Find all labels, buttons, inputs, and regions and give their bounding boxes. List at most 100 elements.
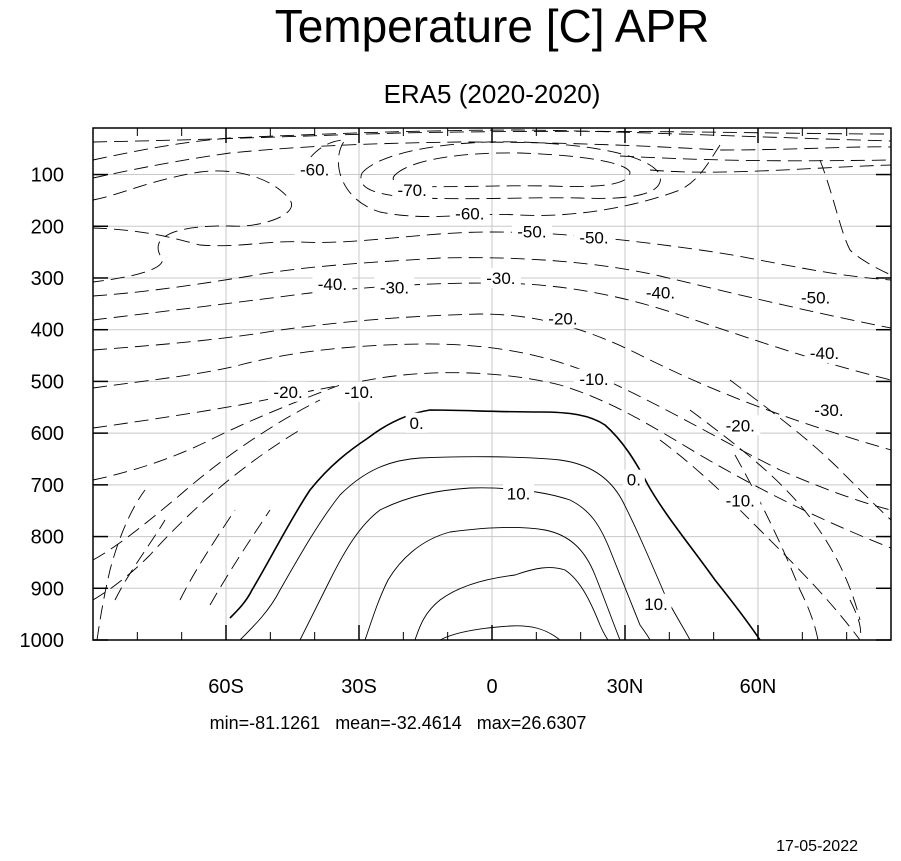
contour-label-text: 0. xyxy=(410,414,424,433)
contour-label: 0. xyxy=(622,469,645,490)
contour-line xyxy=(92,257,892,329)
contour-labels: -60. -70. -60. -50. -50. -40. -30. -30. -20. -40.… xyxy=(268,159,849,614)
chart-subtitle: ERA5 (2020-2020) xyxy=(384,79,601,109)
contour-label-text: -20. xyxy=(273,383,302,402)
contour-label-text: -60. xyxy=(455,204,484,223)
contour-label-bg xyxy=(374,277,415,298)
contour-line xyxy=(209,509,271,606)
contour-label-bg xyxy=(312,274,353,295)
contour-line xyxy=(659,439,861,641)
contour-label: -20. xyxy=(268,381,309,402)
x-axis: 60S 30S 0 30N 60N xyxy=(136,128,848,698)
contour-label-bg xyxy=(640,593,672,614)
contour-label-text: -10. xyxy=(344,383,373,402)
contour-label-text: -30. xyxy=(486,269,515,288)
contour-label-text: 10. xyxy=(644,595,668,614)
contour-line xyxy=(92,227,892,281)
contour-label-bg xyxy=(573,368,614,389)
x-tick-label: 0 xyxy=(486,676,497,698)
y-tick-label: 300 xyxy=(31,268,64,290)
contour-label-text: -40. xyxy=(318,275,347,294)
contour-label-text: -10. xyxy=(579,370,608,389)
y-tick-label: 600 xyxy=(31,423,64,445)
contour-label-bg xyxy=(720,415,761,436)
contour-line xyxy=(92,130,892,143)
contour-label-text: -30. xyxy=(380,278,409,297)
contour-label-bg xyxy=(808,399,849,420)
contour-label-bg xyxy=(542,308,583,329)
contour-label: -40. xyxy=(312,274,353,295)
y-tick-label: 800 xyxy=(31,527,64,549)
y-tick-label: 100 xyxy=(31,165,64,187)
chart-title: Temperature [C] APR xyxy=(275,0,710,52)
contour-label-text: -50. xyxy=(579,229,608,248)
x-tick-label: 60S xyxy=(208,676,244,698)
y-tick-label: 200 xyxy=(31,216,64,238)
contour-line xyxy=(179,509,236,601)
contour-label-text: -50. xyxy=(517,222,546,241)
contour-label-bg xyxy=(804,342,845,363)
contour-label-text: -40. xyxy=(646,283,675,302)
y-tick-label: 700 xyxy=(31,475,64,497)
x-tick-label: 30S xyxy=(341,676,377,698)
contour-line xyxy=(619,155,892,162)
contour-line xyxy=(239,456,691,641)
contour-line xyxy=(689,409,861,621)
contour-label-text: -60. xyxy=(300,160,329,179)
y-tick-label: 1000 xyxy=(20,630,65,652)
contour-label: -10. xyxy=(339,381,379,402)
contour-line xyxy=(92,343,892,511)
contour-line xyxy=(92,313,892,451)
contour-label-bg xyxy=(392,180,433,201)
contour-label: -30. xyxy=(808,399,849,420)
contour-label: -30. xyxy=(480,267,521,288)
contour-label-bg xyxy=(640,282,681,303)
contour-line xyxy=(92,372,892,549)
contour-line-zero xyxy=(229,409,761,641)
contour-line xyxy=(299,487,651,641)
contour-label: -30. xyxy=(374,277,415,298)
contour-label: -20. xyxy=(720,415,761,436)
contour-label-bg xyxy=(449,203,490,224)
contour-line xyxy=(92,399,321,561)
contour-label-text: -10. xyxy=(726,491,755,510)
contour-label: -50. xyxy=(795,287,836,308)
contour-label-text: -20. xyxy=(726,416,755,435)
contour-line xyxy=(92,170,292,283)
contour-line xyxy=(414,567,609,641)
contour-line xyxy=(299,139,721,218)
contour-label-bg xyxy=(622,469,645,490)
contour-label-bg xyxy=(511,221,552,242)
contour-line xyxy=(92,429,301,601)
contour-line xyxy=(729,379,892,521)
contour-line xyxy=(649,164,892,173)
contour-label: 10. xyxy=(503,483,535,504)
contour-label: -70. xyxy=(392,180,433,201)
contour-label-text: 10. xyxy=(507,485,531,504)
contour-label-bg xyxy=(503,483,535,504)
y-tick-label: 900 xyxy=(31,578,64,600)
x-tick-label: 30N xyxy=(607,676,644,698)
contour-line xyxy=(734,454,819,641)
contour-label-text: -30. xyxy=(814,401,843,420)
contour-line xyxy=(96,489,146,641)
y-axis: 100 200 300 400 500 600 700 800 900 1000 xyxy=(20,165,891,652)
contour-label-bg xyxy=(294,159,335,180)
contour-line xyxy=(819,159,892,276)
contour-label: -40. xyxy=(640,282,681,303)
contour-label: -10. xyxy=(573,368,614,389)
contour-line xyxy=(849,599,862,641)
contour-line xyxy=(364,526,621,641)
contour-label: 10. xyxy=(640,593,672,614)
contour-label-text: -40. xyxy=(810,344,839,363)
contour-label-bg xyxy=(480,267,521,288)
contour-label: -40. xyxy=(804,342,845,363)
contour-line xyxy=(92,141,892,179)
contour-label-bg xyxy=(720,490,761,511)
contour-label: -60. xyxy=(294,159,335,180)
contour-label-bg xyxy=(405,412,428,433)
grid-lines xyxy=(93,128,891,640)
contour-line xyxy=(92,129,892,161)
statistics-line: min=-81.1261 mean=-32.4614 max=26.6307 xyxy=(210,713,587,733)
